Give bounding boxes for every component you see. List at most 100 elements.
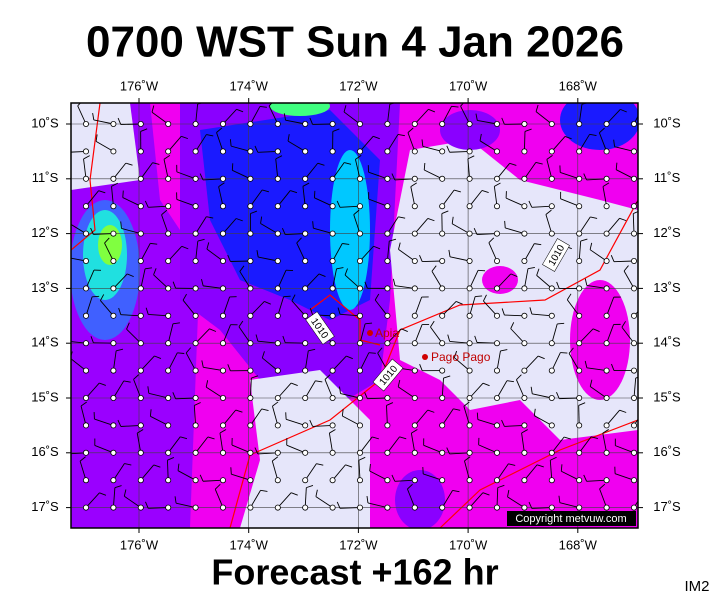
barb-station	[111, 395, 116, 400]
barb-station	[330, 478, 335, 483]
barb-station	[330, 231, 335, 236]
barb-station	[111, 505, 116, 510]
lat-label: 10˚S	[653, 115, 681, 130]
lon-label: 172˚W	[339, 537, 378, 552]
barb-station	[522, 176, 527, 181]
barb-station	[357, 368, 362, 373]
barb-station	[111, 341, 116, 346]
barb-station	[138, 204, 143, 209]
place-label: Apia	[375, 326, 399, 340]
barb-station	[549, 176, 554, 181]
barb-feather	[477, 413, 478, 420]
barb-station	[549, 313, 554, 318]
barb-station	[467, 176, 472, 181]
lat-label: 10˚S	[31, 115, 59, 130]
barb-station	[248, 176, 253, 181]
barb-station	[220, 450, 225, 455]
lat-label: 12˚S	[653, 225, 681, 240]
lat-label: 17˚S	[653, 499, 681, 514]
barb-station	[275, 368, 280, 373]
barb-station	[138, 341, 143, 346]
barb-station	[303, 423, 308, 428]
barb-station	[138, 149, 143, 154]
barb-station	[357, 204, 362, 209]
lat-label: 13˚S	[653, 280, 681, 295]
barb-station	[138, 313, 143, 318]
barb-station	[166, 423, 171, 428]
lon-label: 174˚W	[230, 537, 269, 552]
barb-staff	[422, 261, 442, 262]
barb-feather	[645, 491, 652, 492]
barb-station	[494, 231, 499, 236]
lat-label: 15˚S	[653, 389, 681, 404]
lat-label: 13˚S	[31, 280, 59, 295]
barb-station	[494, 313, 499, 318]
barb-station	[494, 204, 499, 209]
barb-station	[440, 505, 445, 510]
barb-station	[494, 423, 499, 428]
barb-station	[549, 478, 554, 483]
image-code: IM2	[684, 578, 709, 595]
barb-station	[303, 286, 308, 291]
barb-station	[220, 286, 225, 291]
barb-station	[138, 258, 143, 263]
barb-station	[193, 313, 198, 318]
barb-station	[467, 149, 472, 154]
title: 0700 WST Sun 4 Jan 2026	[86, 18, 624, 67]
barb-station	[577, 204, 582, 209]
barb-station	[248, 505, 253, 510]
barb-station	[440, 423, 445, 428]
barb-station	[330, 176, 335, 181]
barb-station	[604, 258, 609, 263]
barb-station	[467, 368, 472, 373]
barb-station	[248, 258, 253, 263]
barb-station	[604, 423, 609, 428]
barb-station	[111, 231, 116, 236]
barb-station	[248, 423, 253, 428]
barb-station	[330, 286, 335, 291]
barb-station	[330, 258, 335, 263]
barb-station	[494, 286, 499, 291]
barb-station	[166, 450, 171, 455]
lon-label: 172˚W	[339, 78, 378, 93]
barb-station	[522, 121, 527, 126]
barb-station	[275, 286, 280, 291]
barb-station	[385, 313, 390, 318]
barb-station	[467, 505, 472, 510]
place-dot	[422, 354, 428, 360]
barb-station	[494, 258, 499, 263]
barb-station	[549, 149, 554, 154]
barb-station	[248, 395, 253, 400]
barb-feather	[63, 146, 66, 152]
barb-feather	[645, 409, 652, 410]
barb-station	[577, 341, 582, 346]
barb-station	[604, 313, 609, 318]
barb-station	[494, 450, 499, 455]
lon-label: 170˚W	[449, 537, 488, 552]
barb-station	[631, 395, 636, 400]
barb-station	[357, 149, 362, 154]
barb-station	[385, 286, 390, 291]
barb-station	[577, 176, 582, 181]
barb-station	[604, 450, 609, 455]
barb-station	[193, 505, 198, 510]
barb-station	[138, 121, 143, 126]
barb-station	[412, 286, 417, 291]
barb-station	[220, 204, 225, 209]
barb-station	[138, 395, 143, 400]
lat-label: 16˚S	[653, 444, 681, 459]
barb-station	[440, 286, 445, 291]
barb-station	[412, 176, 417, 181]
barb-station	[631, 505, 636, 510]
barb-station	[412, 258, 417, 263]
barb-feather	[64, 334, 66, 341]
barb-station	[522, 258, 527, 263]
barb-station	[166, 368, 171, 373]
forecast-label: Forecast +162 hr	[211, 552, 498, 593]
barb-station	[303, 478, 308, 483]
barb-station	[604, 286, 609, 291]
barb-feather	[475, 296, 482, 297]
barb-station	[577, 313, 582, 318]
barb-station	[440, 450, 445, 455]
barb-station	[412, 149, 417, 154]
